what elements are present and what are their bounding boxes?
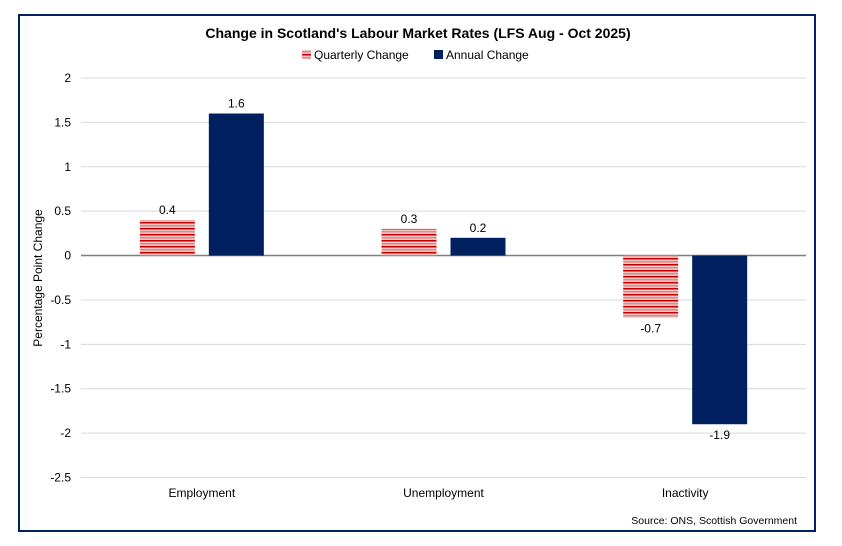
y-tick-label: -1.5 <box>50 382 71 396</box>
y-tick-label: 1.5 <box>54 115 71 129</box>
y-tick-label: -1 <box>60 337 71 351</box>
y-tick-label: -0.5 <box>50 293 71 307</box>
x-tick-label: Employment <box>168 486 235 500</box>
chart-title: Change in Scotland's Labour Market Rates… <box>205 25 630 41</box>
legend-swatch <box>302 50 311 59</box>
data-label: 0.2 <box>470 221 487 235</box>
data-label: 1.6 <box>228 97 245 111</box>
y-tick-label: 0 <box>64 249 71 263</box>
legend: Quarterly Change Annual Change <box>302 48 529 62</box>
source-note: Source: ONS, Scottish Government <box>631 515 797 527</box>
legend-label: Annual Change <box>446 48 529 62</box>
y-axis-label: Percentage Point Change <box>31 209 45 347</box>
x-tick-label: Inactivity <box>662 486 709 500</box>
bar-annual <box>450 237 506 256</box>
data-label: -0.7 <box>640 322 661 336</box>
x-tick-label: Unemployment <box>403 486 484 500</box>
data-label: -1.9 <box>709 428 730 442</box>
legend-label: Quarterly Change <box>314 48 409 62</box>
y-tick-label: 2 <box>64 71 71 85</box>
data-label: 0.3 <box>401 212 418 226</box>
bar-quarterly <box>381 228 437 256</box>
bar-annual <box>208 113 264 256</box>
legend-swatch <box>434 50 443 59</box>
y-tick-label: 0.5 <box>54 204 71 218</box>
y-tick-label: -2.5 <box>50 471 71 485</box>
bar-annual <box>692 255 748 425</box>
y-tick-label: -2 <box>60 426 71 440</box>
data-label: 0.4 <box>159 203 176 217</box>
bar-quarterly <box>623 255 679 318</box>
y-tick-label: 1 <box>64 160 71 174</box>
chart-frame <box>18 14 816 532</box>
bar-quarterly <box>139 220 195 256</box>
